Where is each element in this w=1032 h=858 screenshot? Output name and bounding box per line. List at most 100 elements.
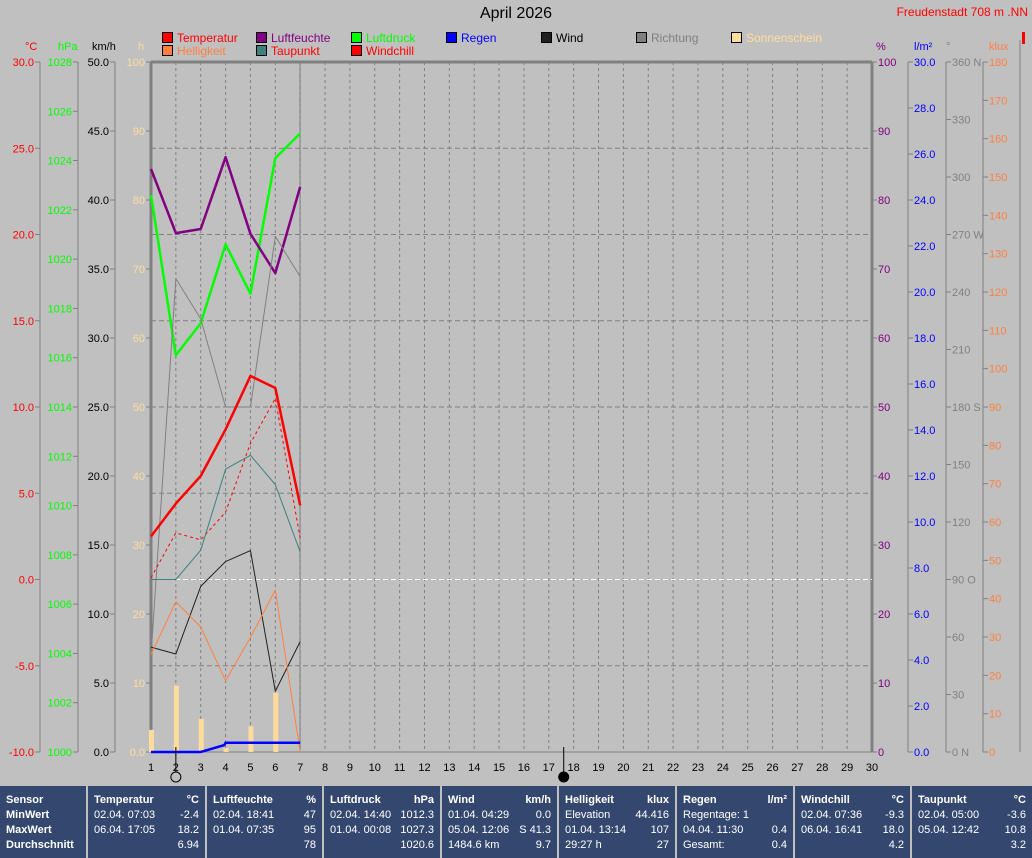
cell-left: Gesamt: <box>683 839 725 851</box>
axis-tick-label-dir: 150 <box>952 460 970 472</box>
x-tick-label: 23 <box>692 762 704 774</box>
legend-label: Luftdruck <box>366 31 416 45</box>
cell-right: 18.2 <box>177 824 199 836</box>
table-row: 04.04. 11:30 0.4 <box>683 823 787 838</box>
axis-tick-label-temp: -10.0 <box>9 747 34 759</box>
axis-tick-label-press: 1022 <box>48 205 72 217</box>
axis-tick-label-press: 1006 <box>48 599 72 611</box>
cell-left: 01.04. 07:35 <box>213 824 275 836</box>
cell-right: -3.6 <box>1007 809 1026 821</box>
axis-tick-label-wind: 0.0 <box>94 747 109 759</box>
legend-label: Helligkeit <box>177 44 226 58</box>
axis-tick-label-lux: 70 <box>989 479 1001 491</box>
cell-left: MaxWert <box>6 824 52 836</box>
x-tick-label: 30 <box>866 762 878 774</box>
axis-tick-label-lux: 170 <box>989 95 1007 107</box>
cell-left: 02.04. 07:03 <box>94 809 156 821</box>
axis-tick-label-rain: 22.0 <box>914 241 935 253</box>
axis-tick-label-rain: 4.0 <box>914 655 929 667</box>
axis-tick-label-lux: 90 <box>989 402 1001 414</box>
cell-left: 29:27 h <box>565 839 602 851</box>
axis-tick-label-press: 1010 <box>48 501 72 513</box>
cell-left: 01.04. 13:14 <box>565 824 627 836</box>
axis-tick-label-lux: 10 <box>989 709 1001 721</box>
axis-tick-label-rain: 10.0 <box>914 517 935 529</box>
axis-tick-label-rain: 14.0 <box>914 425 935 437</box>
table-row: Regen l/m² <box>683 793 787 808</box>
table-row: 01.04. 00:08 1027.3 <box>330 823 434 838</box>
legend-label: Richtung <box>651 31 699 45</box>
x-tick-label: 7 <box>297 762 303 774</box>
axis-tick-label-lux: 50 <box>989 555 1001 567</box>
table-row: Sensor <box>6 793 80 808</box>
axis-tick-label-dir: 120 <box>952 517 970 529</box>
table-column-regen: Regen l/m² Regentage: 1 04.04. 11:30 0.4 Gesa… <box>677 786 793 858</box>
legend-label: Regen <box>461 31 497 45</box>
axis-tick-label-press: 1026 <box>48 106 72 118</box>
table-row: 4.2 <box>801 838 904 853</box>
table-column-temperatur: Temperatur °C 02.04. 07:03 -2.4 06.04. 17:05… <box>88 786 205 858</box>
x-tick-label: 6 <box>272 762 278 774</box>
table-row: 01.04. 07:35 95 <box>213 823 316 838</box>
axis-tick-label-temp: 25.0 <box>13 143 34 155</box>
table-row: Windchill °C <box>801 793 904 808</box>
table-row: MaxWert <box>6 823 80 838</box>
table-column-luftdruck: Luftdruck hPa 02.04. 14:40 1012.3 01.04. 00:… <box>324 786 440 858</box>
sunshine-bar <box>223 747 229 752</box>
x-tick-label: 14 <box>468 762 480 774</box>
cell-left: 06.04. 17:05 <box>94 824 156 836</box>
cell-right: 0.4 <box>771 824 787 836</box>
cell-right: 4.2 <box>888 839 904 851</box>
table-row: 05.04. 12:42 10.8 <box>918 823 1026 838</box>
legend-item-sonnenschein: Sonnenschein <box>731 32 822 45</box>
sunshine-bar <box>248 726 254 752</box>
table-column-taupunkt: Taupunkt °C 02.04. 05:00 -3.6 05.04. 12:42 10… <box>912 786 1032 858</box>
series-line-regen <box>151 741 301 754</box>
cell-right: 78 <box>303 839 316 851</box>
axis-tick-label-lux: 120 <box>989 287 1007 299</box>
cell-left: Temperatur <box>94 794 154 806</box>
table-row: 1484.6 km 9.7 <box>448 838 551 853</box>
sunshine-bar <box>198 718 204 752</box>
axis-tick-label-press: 1002 <box>48 698 72 710</box>
axis-tick-label-lux: 20 <box>989 670 1001 682</box>
table-row: 6.94 <box>94 838 199 853</box>
cell-left: Taupunkt <box>918 794 967 806</box>
axis-tick-label-lux: 150 <box>989 172 1007 184</box>
x-tick-label: 4 <box>223 762 229 774</box>
cropped-legend-marker <box>1022 32 1025 44</box>
cell-left: Helligkeit <box>565 794 614 806</box>
axis-tick-label-hum: 30 <box>878 540 890 552</box>
table-row: Regentage: 1 <box>683 808 787 823</box>
station-location: Freudenstadt 708 m .NN <box>896 5 1028 19</box>
axis-tick-label-hum: 70 <box>878 264 890 276</box>
axis-tick-label-sun: 100 <box>127 57 145 69</box>
axis-tick-label-wind: 40.0 <box>88 195 109 207</box>
cell-left: 02.04. 07:36 <box>801 809 863 821</box>
cell-right: S 41.3 <box>519 824 551 836</box>
cell-right: 44.416 <box>635 809 669 821</box>
cell-right: 47 <box>303 809 316 821</box>
x-tick-label: 10 <box>369 762 381 774</box>
cell-left: Regen <box>683 794 717 806</box>
axis-tick-label-press: 1020 <box>48 254 72 266</box>
x-tick-label: 16 <box>518 762 530 774</box>
cell-left: MinWert <box>6 809 50 821</box>
axis-tick-label-dir: 210 <box>952 345 970 357</box>
axis-tick-label-press: 1008 <box>48 550 72 562</box>
cell-right: 1012.3 <box>400 809 434 821</box>
table-column-wind: Wind km/h 01.04. 04:29 0.0 05.04. 12:06 S 41.… <box>442 786 557 858</box>
axis-tick-label-temp: 20.0 <box>13 230 34 242</box>
x-tick-label: 3 <box>198 762 204 774</box>
cell-left: 02.04. 05:00 <box>918 809 980 821</box>
full-moon-icon <box>170 771 182 783</box>
cell-left: 05.04. 12:06 <box>448 824 510 836</box>
cell-left: Windchill <box>801 794 850 806</box>
table-column-helligkeit: Helligkeit klux Elevation 44.416 01.04. 13:1… <box>559 786 675 858</box>
cell-left: 04.04. 11:30 <box>683 824 744 836</box>
axis-tick-label-rain: 26.0 <box>914 149 935 161</box>
cell-right: 95 <box>303 824 316 836</box>
cell-left: 01.04. 04:29 <box>448 809 510 821</box>
cell-right: °C <box>1013 794 1026 806</box>
cell-right: °C <box>186 794 199 806</box>
